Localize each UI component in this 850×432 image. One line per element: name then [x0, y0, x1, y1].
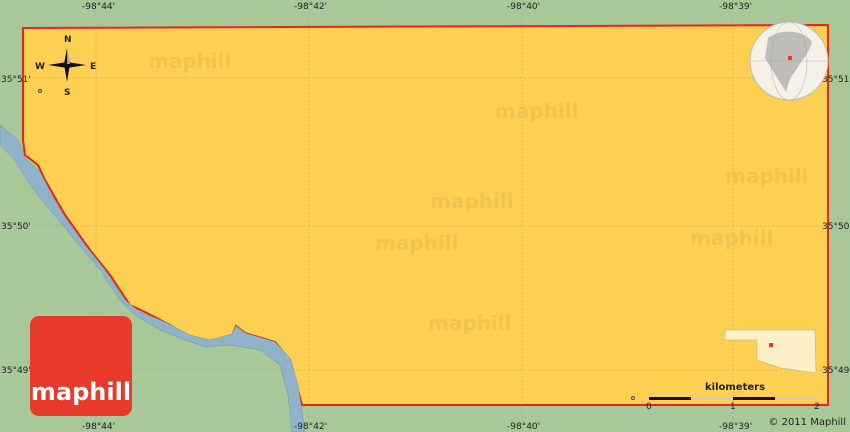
svg-text:0: 0 [646, 402, 652, 412]
svg-text:maphill: maphill [430, 189, 513, 213]
region-fill [22, 23, 829, 406]
lon-label-top: -98°39' [719, 2, 752, 12]
oklahoma-outline-icon [724, 329, 817, 374]
svg-text:W: W [35, 62, 45, 72]
watermarks: maphill maphill maphill maphill maphill … [148, 49, 808, 335]
copyright: © 2011 Maphill [768, 417, 846, 428]
svg-text:E: E [90, 62, 96, 72]
scale-bar: kilometers 0 1 2 [646, 382, 820, 412]
point-marker [38, 89, 42, 93]
point-marker [631, 396, 635, 400]
globe-north-america-icon [749, 21, 829, 101]
svg-text:maphill: maphill [495, 99, 578, 123]
svg-text:maphill: maphill [428, 311, 511, 335]
lon-label-bottom: -98°42' [294, 422, 327, 432]
lon-label-bottom: -98°44' [82, 422, 115, 432]
svg-text:N: N [64, 35, 72, 45]
lon-label-top: -98°40' [507, 2, 540, 12]
svg-text:maphill: maphill [148, 49, 231, 73]
svg-text:maphill: maphill [375, 231, 458, 255]
lat-label-right: 35°50' [822, 222, 850, 232]
lat-label-right: 35°51' [822, 75, 850, 85]
lon-label-bottom: -98°39' [719, 422, 752, 432]
lon-label-bottom: -98°40' [507, 422, 540, 432]
svg-text:2: 2 [814, 402, 820, 412]
svg-text:maphill: maphill [690, 226, 773, 250]
svg-text:kilometers: kilometers [705, 382, 765, 393]
lat-label-left: 35°51' [1, 75, 31, 85]
lon-label-top: -98°44' [82, 2, 115, 12]
lon-label-top: -98°42' [294, 2, 327, 12]
compass-rose-icon: N S E W [35, 35, 96, 98]
lat-label-left: 35°49' [1, 366, 31, 376]
lat-label-left: 35°50' [1, 222, 31, 232]
svg-text:1: 1 [730, 402, 736, 412]
maphill-logo[interactable]: maphill [30, 316, 132, 416]
svg-text:maphill: maphill [725, 164, 808, 188]
svg-text:S: S [64, 88, 70, 98]
lat-label-right: 35°49' [822, 366, 850, 376]
